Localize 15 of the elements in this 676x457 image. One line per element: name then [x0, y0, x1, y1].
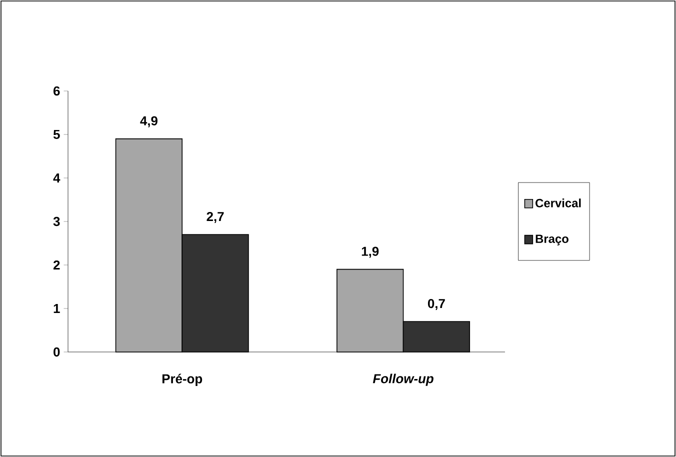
legend-label: Braço	[536, 234, 568, 246]
y-tick-label: 0	[54, 347, 60, 357]
y-tick-label: 2	[53, 260, 60, 270]
data-label: 0,7	[428, 298, 445, 310]
x-tick-label: Pré-op	[162, 374, 202, 386]
y-tick-label: 1	[54, 304, 60, 313]
y-tick-label: 4	[53, 174, 60, 182]
y-tick-label: 3	[53, 216, 60, 226]
legend-label: Cervical	[536, 198, 581, 208]
data-label: 1,9	[362, 246, 379, 258]
y-tick-label: 6	[54, 86, 60, 96]
x-tick-label: Follow-up	[372, 374, 434, 386]
y-tick-label: 5	[53, 130, 60, 139]
data-label: 2,7	[206, 212, 224, 224]
data-label: 4,9	[140, 116, 158, 128]
